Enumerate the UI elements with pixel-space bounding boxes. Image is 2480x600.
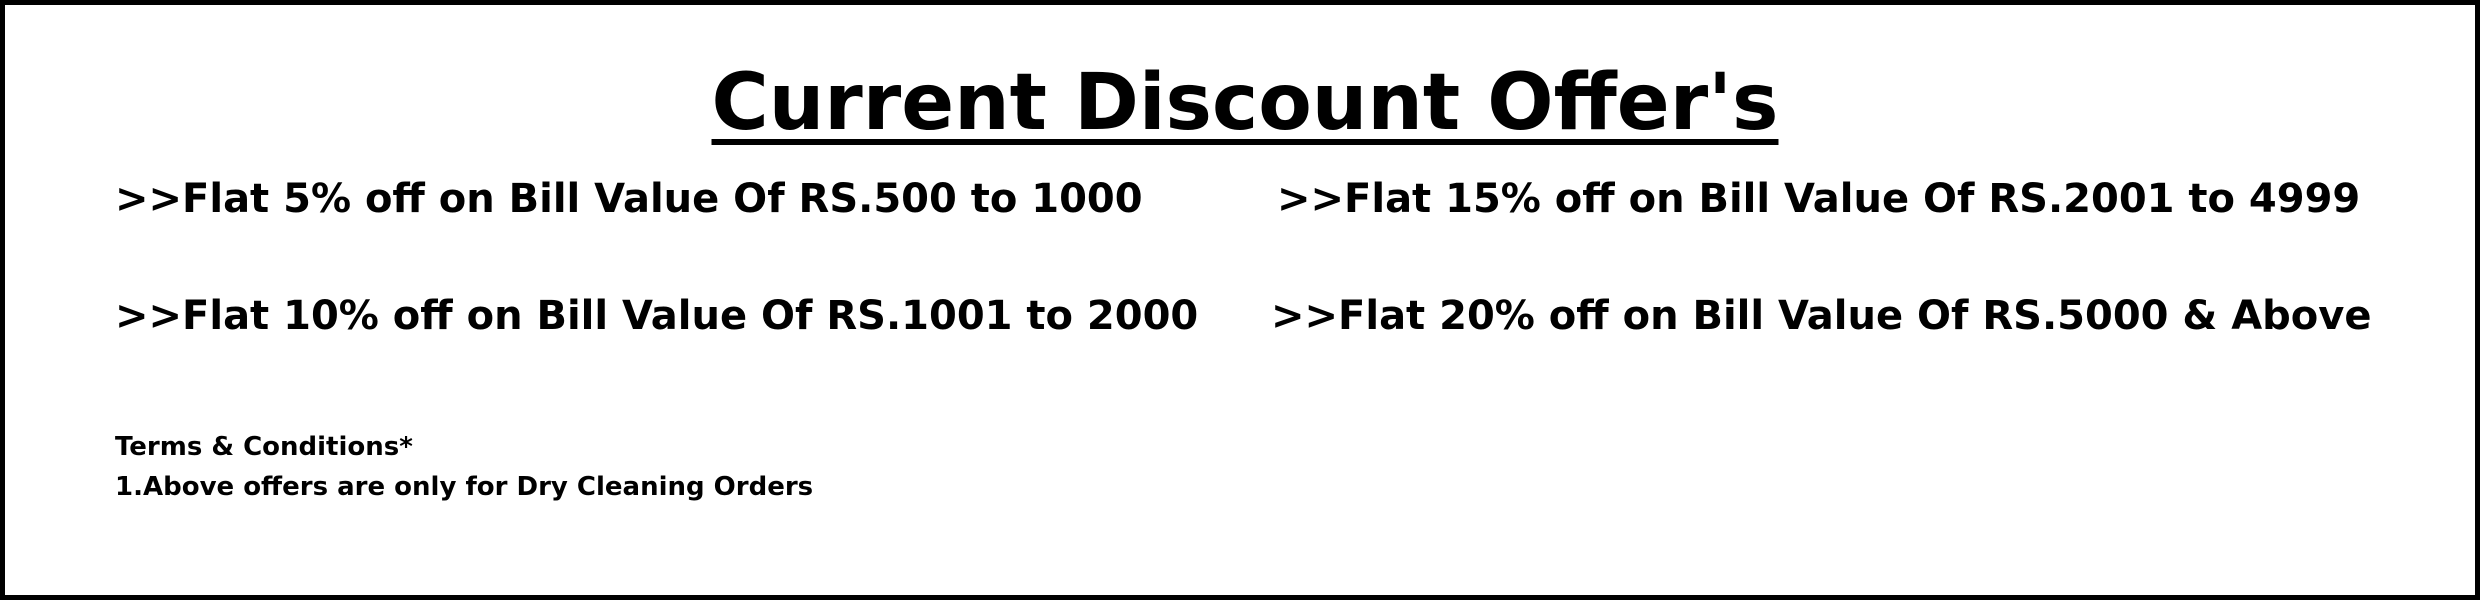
terms-item: 1.Above offers are only for Dry Cleaning… [115, 472, 814, 502]
page-title: Current Discount Offer's [5, 58, 2480, 148]
terms-section: Terms & Conditions* 1.Above offers are o… [115, 427, 813, 507]
page-title-text: Current Discount Offer's [711, 58, 1779, 148]
offer-10-percent: >>Flat 10% off on Bill Value Of RS.1001 … [115, 293, 1199, 339]
offer-15-percent: >>Flat 15% off on Bill Value Of RS.2001 … [1277, 176, 2361, 222]
offer-5-percent: >>Flat 5% off on Bill Value Of RS.500 to… [115, 176, 1143, 222]
offer-20-percent: >>Flat 20% off on Bill Value Of RS.5000 … [1271, 293, 2372, 339]
terms-heading: Terms & Conditions* [115, 432, 413, 462]
